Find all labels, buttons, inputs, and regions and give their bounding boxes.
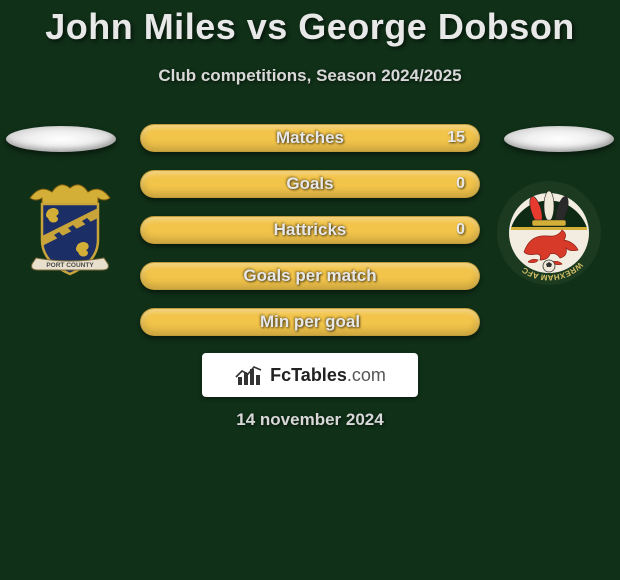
- stat-right-value: [451, 309, 479, 335]
- stat-left-value: [141, 263, 169, 289]
- stat-right-value: 0: [442, 217, 479, 243]
- brand-text: FcTables.com: [270, 365, 386, 386]
- club-crest-right: WREXHAM AFC: [496, 180, 602, 286]
- player-photo-left: [6, 126, 116, 152]
- stat-label: Min per goal: [141, 309, 479, 335]
- stats-panel: Matches 15 Goals 0 Hattricks 0 Goals per…: [140, 124, 480, 354]
- page-title: John Miles vs George Dobson: [0, 0, 620, 48]
- stat-row-hattricks: Hattricks 0: [140, 216, 480, 244]
- stat-left-value: [141, 171, 169, 197]
- brand-box[interactable]: FcTables.com: [202, 353, 418, 397]
- brand-suffix: .com: [347, 365, 386, 385]
- stat-right-value: [451, 263, 479, 289]
- chart-icon: [234, 363, 264, 387]
- stat-left-value: [141, 125, 169, 151]
- stat-label: Goals per match: [141, 263, 479, 289]
- brand-name: FcTables: [270, 365, 347, 385]
- player-photo-right: [504, 126, 614, 152]
- stat-left-value: [141, 217, 169, 243]
- crest-left-banner-text: PORT COUNTY: [46, 262, 94, 269]
- stat-right-value: 0: [442, 171, 479, 197]
- club-crest-left: PORT COUNTY: [20, 178, 120, 278]
- stat-row-matches: Matches 15: [140, 124, 480, 152]
- stat-left-value: [141, 309, 169, 335]
- stat-row-goals-per-match: Goals per match: [140, 262, 480, 290]
- stat-label: Hattricks: [141, 217, 479, 243]
- stat-label: Matches: [141, 125, 479, 151]
- date-label: 14 november 2024: [0, 410, 620, 430]
- stat-row-goals: Goals 0: [140, 170, 480, 198]
- stat-label: Goals: [141, 171, 479, 197]
- subtitle: Club competitions, Season 2024/2025: [0, 66, 620, 86]
- stat-row-min-per-goal: Min per goal: [140, 308, 480, 336]
- stat-right-value: 15: [433, 125, 479, 151]
